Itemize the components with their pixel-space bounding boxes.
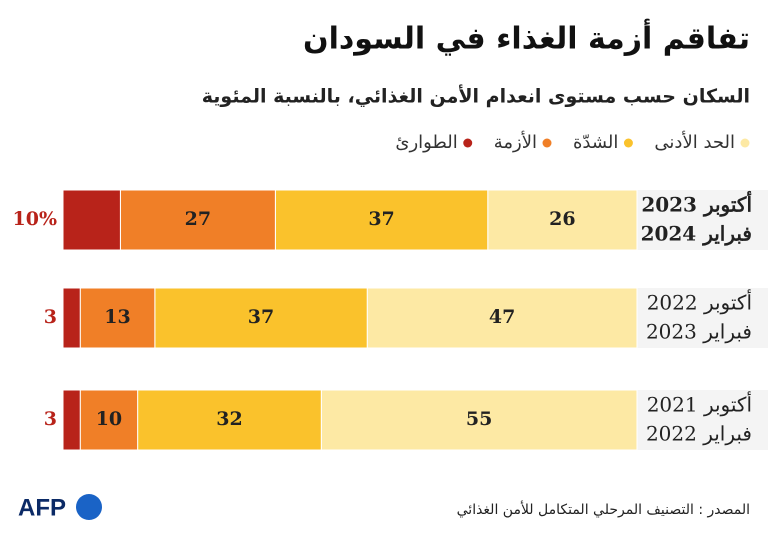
bar-segment [154, 287, 368, 349]
bar-segment [62, 189, 121, 251]
value-label: 10 [96, 408, 122, 430]
value-label: 55 [466, 408, 492, 430]
legend-dot [740, 138, 750, 148]
bar-segment [79, 287, 156, 349]
bar-segment [274, 189, 489, 251]
legend-label: الشدّة [573, 132, 618, 153]
category-label: فبراير 2022 [646, 422, 752, 446]
legend-dot [463, 138, 473, 148]
value-label: 37 [368, 208, 394, 230]
legend-label: الطوارئ [395, 132, 457, 153]
category-label: أكتوبر 2021 [647, 391, 752, 417]
bar-segment [487, 189, 638, 251]
value-label: 3 [44, 408, 57, 430]
value-label: 13 [104, 306, 130, 328]
value-label: 3 [44, 306, 57, 328]
legend-dot [542, 138, 552, 148]
value-label: 32 [216, 408, 242, 430]
bar-segment [366, 287, 638, 349]
category-label: أكتوبر 2023 [641, 191, 752, 218]
bar-segment [62, 389, 81, 451]
bar-segment [320, 389, 638, 451]
chart-subtitle: السكان حسب مستوى انعدام الأمن الغذائي، ب… [202, 85, 750, 108]
chart-title: تفاقم أزمة الغذاء في السودان [303, 19, 750, 57]
source: المصدر : التصنيف المرحلي المتكامل للأمن … [457, 500, 750, 518]
category-label: فبراير 2024 [641, 222, 752, 247]
bar-segment [62, 287, 81, 349]
row-background [637, 390, 768, 450]
logo: AFP [18, 494, 66, 521]
logo-dot [76, 494, 102, 520]
row-background [637, 288, 768, 348]
legend-label: الحد الأدنى [654, 131, 735, 153]
bar-segment [119, 189, 276, 251]
value-label: 37 [248, 306, 274, 328]
legend-label: الأزمة [494, 131, 537, 153]
value-label: 10% [13, 208, 58, 230]
category-label: فبراير 2023 [646, 320, 752, 344]
category-label: أكتوبر 2022 [647, 289, 752, 315]
value-label: 47 [489, 306, 515, 328]
row-background [637, 190, 768, 250]
value-label: 27 [185, 208, 211, 230]
value-label: 26 [549, 208, 575, 230]
bar-segment [137, 389, 322, 451]
legend-dot [623, 138, 633, 148]
